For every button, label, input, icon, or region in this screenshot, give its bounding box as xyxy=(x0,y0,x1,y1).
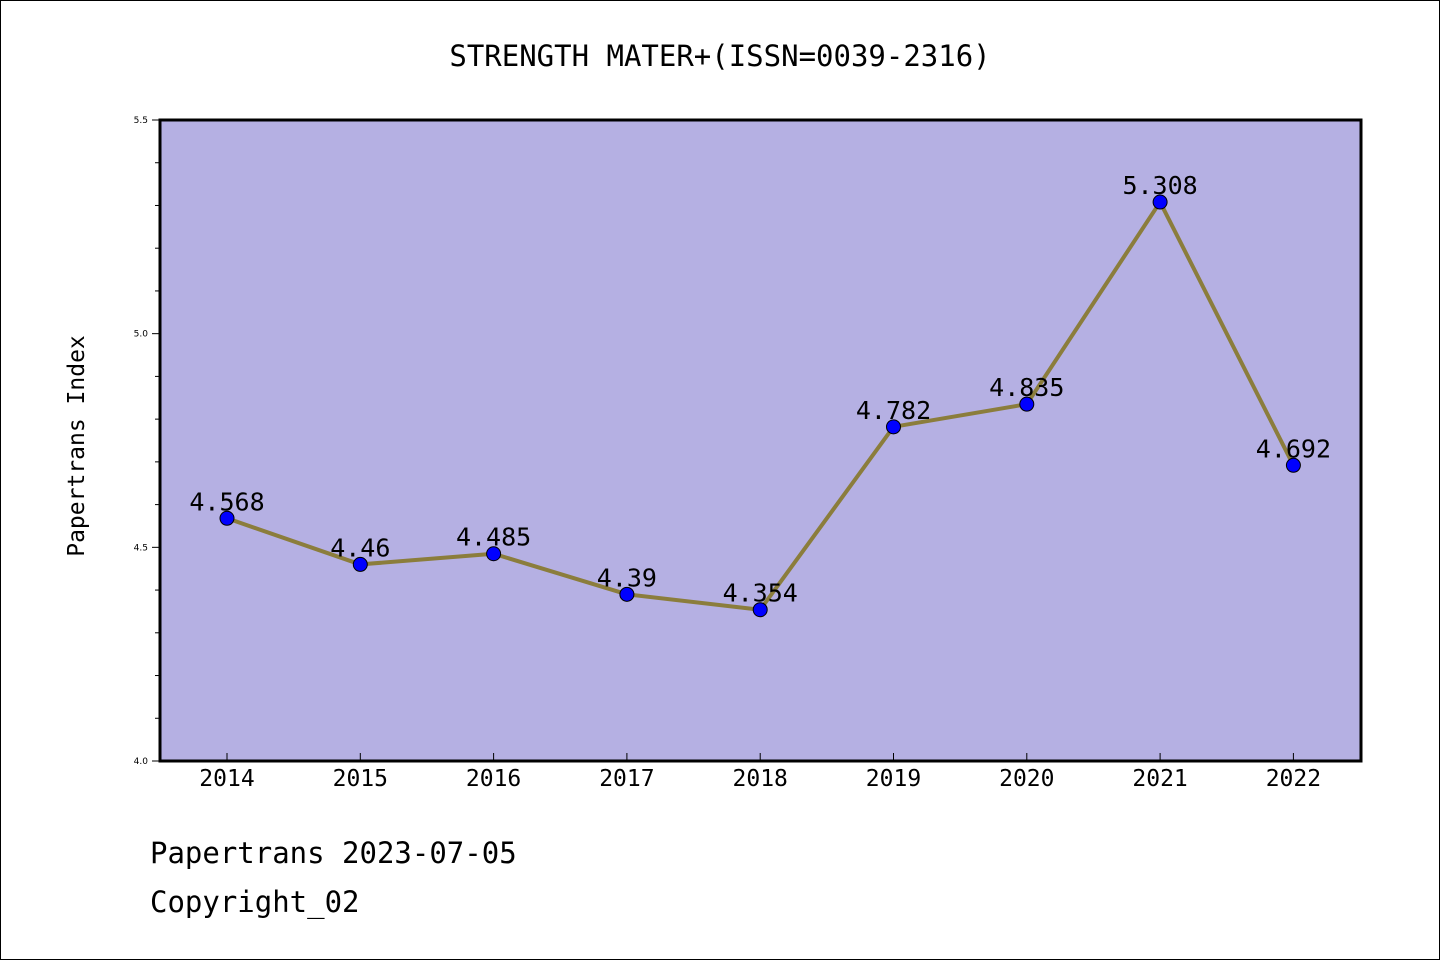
data-point xyxy=(619,586,635,602)
data-label: 4.835 xyxy=(989,373,1064,402)
series-group: 4.568 4.46 4.485 4.39 4.354 4.782 4.835 5.308 4.… xyxy=(189,171,1331,618)
x-tick-label: 2021 xyxy=(1132,766,1187,792)
footer-date-line: Papertrans 2023-07-05 xyxy=(150,836,517,870)
data-point xyxy=(352,556,368,572)
y-tick-label: 4.0 xyxy=(134,757,149,767)
y-tick-label: 4.5 xyxy=(134,543,148,553)
data-point xyxy=(886,419,901,435)
x-axis-ticks: 2014 2015 2016 2017 2018 2019 2020 2021 2022 xyxy=(199,753,1321,792)
data-point xyxy=(1019,396,1035,412)
data-label: 4.692 xyxy=(1256,434,1331,463)
data-point xyxy=(219,510,235,526)
data-point xyxy=(486,546,502,562)
x-tick-label: 2019 xyxy=(866,766,921,792)
data-label: 4.46 xyxy=(330,533,390,562)
plot-area xyxy=(160,120,1361,761)
data-point xyxy=(752,602,768,618)
data-label: 4.485 xyxy=(456,523,531,552)
data-point xyxy=(1285,457,1301,473)
footer-copyright: Copyright_02 xyxy=(150,885,360,919)
y-axis-ticks: 4.0 4.5 5.0 5.5 xyxy=(134,116,160,767)
x-tick-label: 2016 xyxy=(466,766,521,792)
y-axis-label: Papertrans Index xyxy=(64,335,90,557)
x-tick-label: 2015 xyxy=(333,766,388,792)
x-tick-label: 2022 xyxy=(1266,766,1321,792)
data-label: 5.308 xyxy=(1122,171,1197,200)
plot-border xyxy=(158,118,1363,763)
chart-title: STRENGTH MATER+(ISSN=0039-2316) xyxy=(449,39,990,73)
data-label: 4.568 xyxy=(189,487,264,516)
data-label: 4.782 xyxy=(856,396,931,425)
data-label: 4.354 xyxy=(723,579,798,608)
data-point xyxy=(1152,194,1168,210)
y-tick-label: 5.0 xyxy=(134,330,149,340)
x-tick-label: 2017 xyxy=(599,766,654,792)
x-tick-label: 2020 xyxy=(999,766,1054,792)
x-tick-label: 2014 xyxy=(199,766,254,792)
y-tick-label: 5.5 xyxy=(134,116,148,126)
x-tick-label: 2018 xyxy=(733,766,788,792)
data-label: 4.39 xyxy=(597,563,657,592)
